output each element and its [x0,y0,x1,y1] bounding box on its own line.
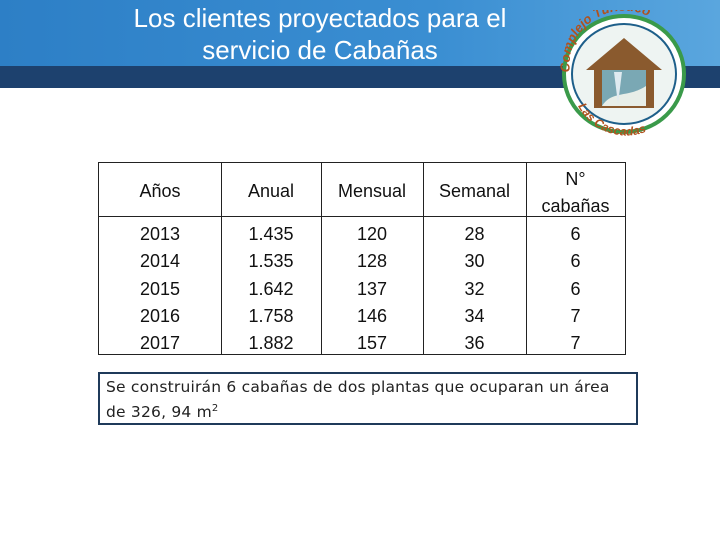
column-rule [423,163,424,354]
table-cell: 2013 [139,224,181,244]
table-cell: 32 [464,278,485,299]
superscript: 2 [211,403,219,414]
table-cell: cabañas [541,196,610,216]
table-cell: Años [139,181,181,201]
table-cell: 30 [464,251,485,272]
table-cell: 6 [570,224,581,244]
logo: Complejo Turístico Las Cascadas [557,10,686,136]
table-cell: 1.435 [248,224,294,244]
column-rule [321,163,322,354]
header-rule [99,216,625,217]
table-cell: 2016 [139,305,181,326]
header-band [0,66,720,88]
table-cell: 128 [356,251,388,272]
table-cell: 2014 [139,251,181,272]
table-cell: 28 [464,224,485,244]
table-cell: Semanal [438,181,511,201]
title-line: Los clientes proyectados para el [133,3,507,33]
table-cell: 157 [356,333,388,354]
table-cell: 1.882 [248,333,294,354]
table-cell: 7 [570,333,581,354]
table-cell: 1.758 [248,305,294,326]
note-box: Se construirán 6 cabañas de dos plantas … [98,372,638,425]
table-cell: 36 [464,333,485,354]
table-cell: 146 [356,305,388,326]
table-cell: 120 [356,224,388,244]
note-text: Se construirán 6 cabañas de dos plantas … [106,378,610,422]
table-cell: 2017 [139,333,181,354]
column-rule [526,163,527,354]
table-cell: 6 [570,278,581,299]
table: Años Anual Mensual Semanal N° cabañas 2013 1.43… [98,162,626,355]
table-cell: 137 [356,278,388,299]
table-cell: Mensual [337,181,407,201]
table-cell: 1.535 [248,251,294,272]
table-cell: N° [565,169,586,189]
table-cell: 2015 [139,278,181,299]
slide-title: Los clientes proyectados para el servici… [0,2,640,66]
table-cell: 1.642 [248,278,294,299]
table-cell: 34 [464,305,485,326]
table-cell: 7 [570,305,581,326]
column-rule [221,163,222,354]
table-cell: 6 [570,251,581,272]
table-cell: Anual [247,181,295,201]
title-line: servicio de Cabañas [202,35,438,65]
